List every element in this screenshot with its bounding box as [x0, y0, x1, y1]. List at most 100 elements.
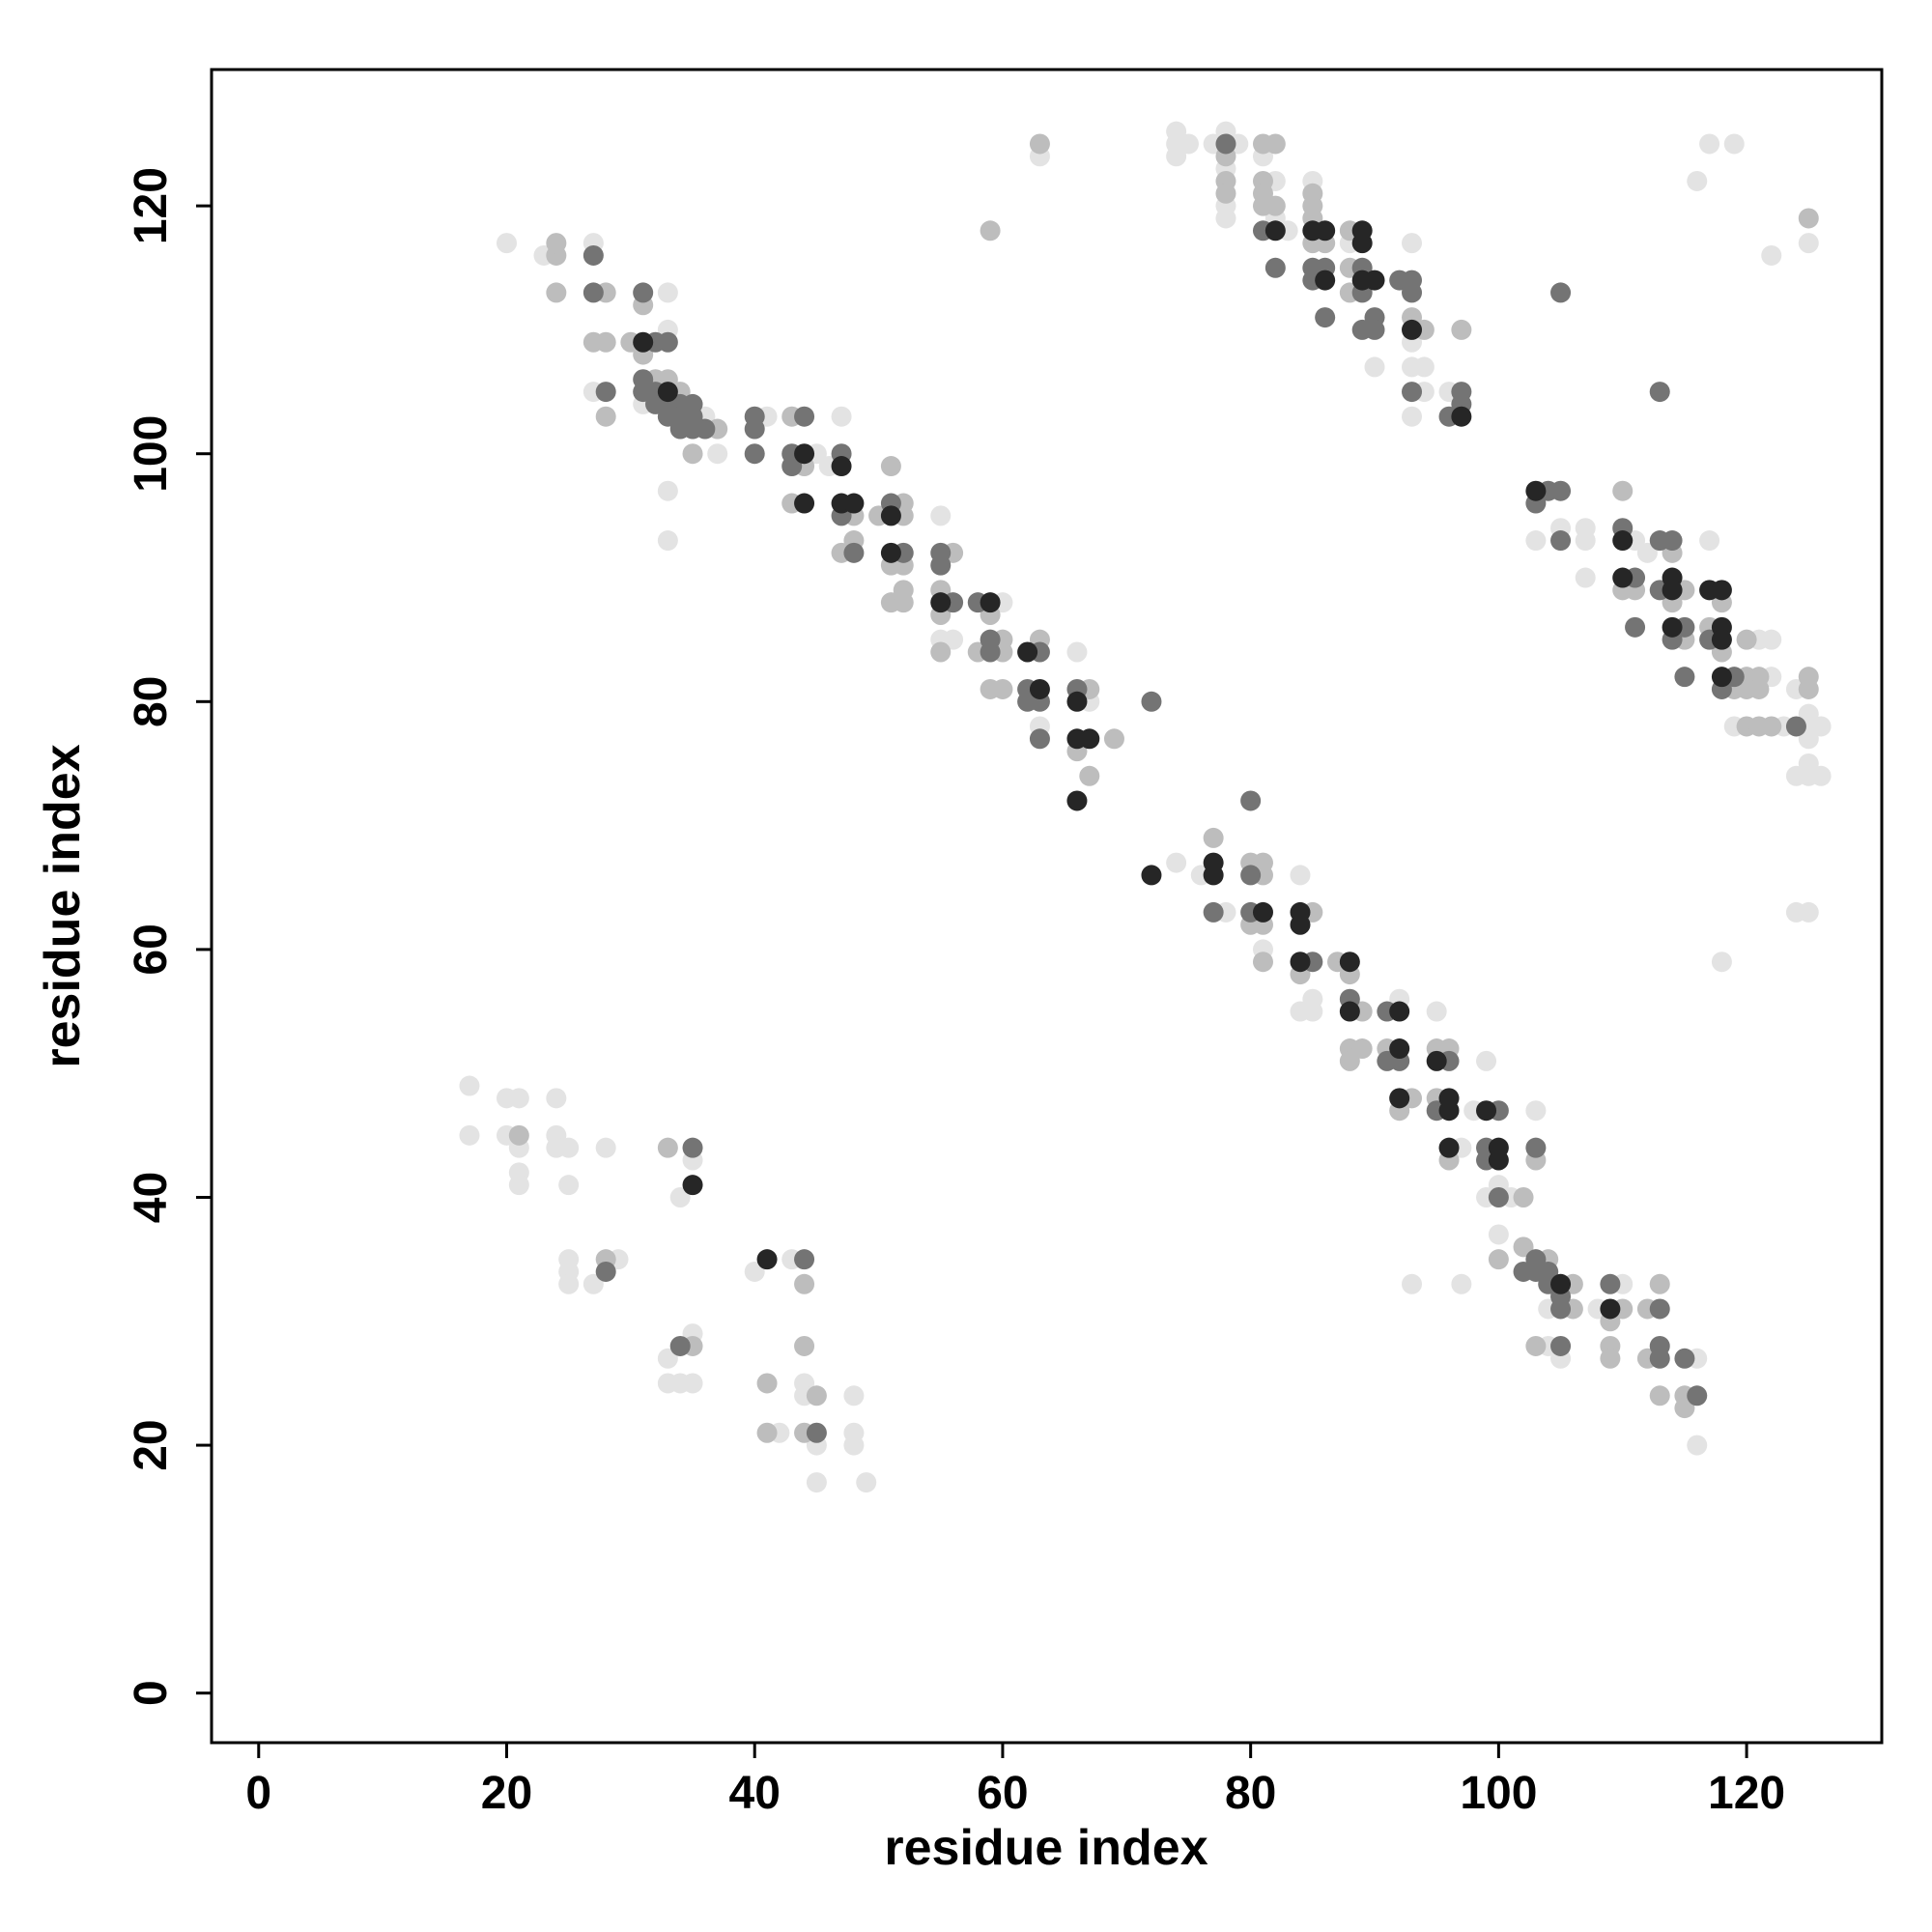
contact-point	[1761, 244, 1782, 266]
contact-point	[1723, 133, 1745, 155]
contact-point	[1649, 1385, 1670, 1406]
contact-point	[980, 629, 1001, 650]
contact-point	[1215, 183, 1236, 204]
contact-point	[508, 1175, 529, 1196]
contact-point	[558, 1137, 580, 1158]
contact-point	[1079, 728, 1100, 750]
contact-point	[880, 542, 901, 563]
contact-point	[1687, 1385, 1708, 1406]
contact-point	[1513, 1186, 1534, 1208]
contact-point	[1351, 233, 1373, 254]
contact-point	[1785, 716, 1806, 737]
contact-point	[582, 1273, 604, 1294]
contact-point	[992, 678, 1013, 699]
contact-point	[1290, 914, 1311, 935]
contact-point	[682, 443, 703, 465]
contact-point	[682, 1137, 703, 1158]
x-tick-label: 0	[245, 1768, 271, 1819]
contact-point	[1525, 1137, 1547, 1158]
contact-point	[595, 331, 616, 353]
contact-point	[744, 1261, 765, 1282]
contact-point	[1166, 146, 1187, 167]
contact-point	[657, 282, 678, 303]
contact-point	[1550, 1335, 1572, 1356]
contact-point	[1687, 170, 1708, 191]
contact-point	[1389, 1088, 1410, 1109]
contact-point	[1575, 567, 1596, 588]
contact-point	[459, 1075, 480, 1096]
contact-point	[1674, 1398, 1695, 1419]
contact-point	[1264, 257, 1286, 278]
contact-point	[831, 406, 852, 427]
contact-point	[880, 505, 901, 526]
contact-point	[1798, 901, 1819, 923]
contact-point	[980, 220, 1001, 242]
contact-point	[1438, 1137, 1460, 1158]
contact-point	[1699, 530, 1720, 552]
contact-point	[1029, 728, 1050, 750]
contact-point	[1525, 530, 1547, 552]
contact-point	[806, 1472, 827, 1493]
y-tick-label: 20	[126, 1419, 177, 1470]
contact-point	[633, 369, 654, 390]
contact-point	[1451, 1273, 1472, 1294]
contact-point	[1798, 728, 1819, 750]
contact-point	[1674, 1348, 1695, 1369]
contact-point	[1339, 1050, 1360, 1071]
contact-point	[1029, 678, 1050, 699]
contact-point	[744, 418, 765, 440]
contact-point	[657, 382, 678, 403]
contact-point	[794, 1249, 815, 1270]
contact-point	[843, 1435, 865, 1456]
point-series	[633, 220, 1732, 1320]
contact-point	[1600, 1298, 1621, 1320]
contact-point	[781, 456, 803, 477]
contact-point	[1674, 667, 1695, 688]
contact-point	[1600, 1273, 1621, 1294]
contact-point	[1264, 133, 1286, 155]
contact-point	[546, 233, 567, 254]
contact-point	[1141, 691, 1162, 712]
contact-point	[1290, 952, 1311, 973]
contact-point	[1203, 865, 1224, 886]
contact-point	[1736, 629, 1757, 650]
contact-point	[1426, 1001, 1447, 1022]
contact-point	[1748, 678, 1770, 699]
y-tick-label: 0	[126, 1680, 177, 1706]
contact-point	[1315, 307, 1336, 328]
contact-point	[794, 493, 815, 514]
contact-point	[1451, 406, 1472, 427]
x-axis-title: residue index	[884, 1820, 1208, 1876]
contact-point	[1364, 356, 1385, 378]
contact-point	[1438, 1100, 1460, 1122]
contact-point	[930, 641, 952, 663]
contact-point	[1687, 1435, 1708, 1456]
contact-point	[794, 443, 815, 465]
contact-point	[1810, 765, 1832, 786]
contact-point	[756, 1249, 778, 1270]
contact-point	[682, 1175, 703, 1196]
contact-point	[1252, 952, 1273, 973]
y-tick-label: 80	[126, 676, 177, 727]
plot-frame	[210, 68, 1884, 1745]
contact-point	[1066, 641, 1088, 663]
contact-point	[1612, 480, 1634, 501]
contact-point	[831, 456, 852, 477]
contact-point	[930, 554, 952, 576]
contact-point	[1538, 1261, 1559, 1282]
contact-point	[1711, 580, 1732, 601]
contact-point	[1351, 1038, 1373, 1060]
x-tick-label: 80	[1225, 1768, 1276, 1819]
contact-point	[1017, 641, 1038, 663]
y-tick-label: 60	[126, 923, 177, 975]
contact-point	[930, 505, 952, 526]
plot-marks	[459, 121, 1832, 1493]
contact-point	[1488, 1186, 1509, 1208]
contact-point	[794, 406, 815, 427]
contact-point	[508, 1088, 529, 1109]
contact-point	[695, 418, 716, 440]
contact-point	[1413, 356, 1435, 378]
